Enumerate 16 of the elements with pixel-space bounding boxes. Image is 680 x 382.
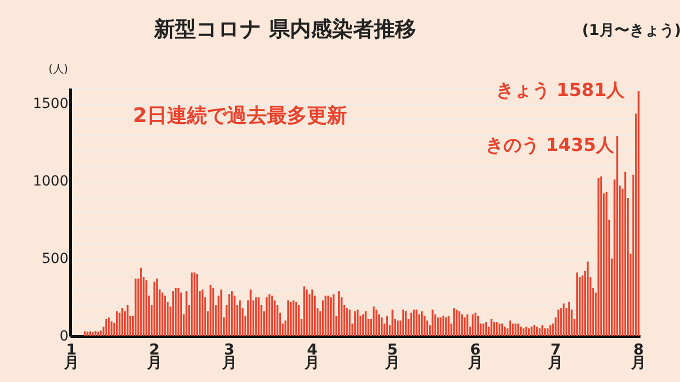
y-tick-label: 1500 — [32, 96, 68, 112]
x-tick-label: 8月 — [630, 340, 646, 372]
annotation: きょう 1581人 — [496, 80, 626, 101]
annotation: きのう 1435人 — [486, 135, 615, 156]
x-tick-label: 6月 — [466, 340, 483, 372]
chart-title: 新型コロナ 県内感染者推移 — [152, 17, 416, 41]
y-tick-label: 1000 — [32, 174, 68, 190]
y-tick-label: 500 — [42, 251, 68, 267]
y-axis-title: (人) — [48, 62, 68, 76]
x-tick-label: 7月 — [547, 340, 564, 372]
x-tick-label: 2月 — [146, 340, 162, 372]
x-tick-label: 5月 — [384, 340, 400, 372]
annotation: 2日連続で過去最多更新 — [133, 103, 347, 127]
chart-subtitle: (1月〜きょう) — [582, 21, 680, 39]
x-tick-label: 4月 — [304, 340, 320, 372]
x-tick-label: 3月 — [220, 340, 237, 372]
